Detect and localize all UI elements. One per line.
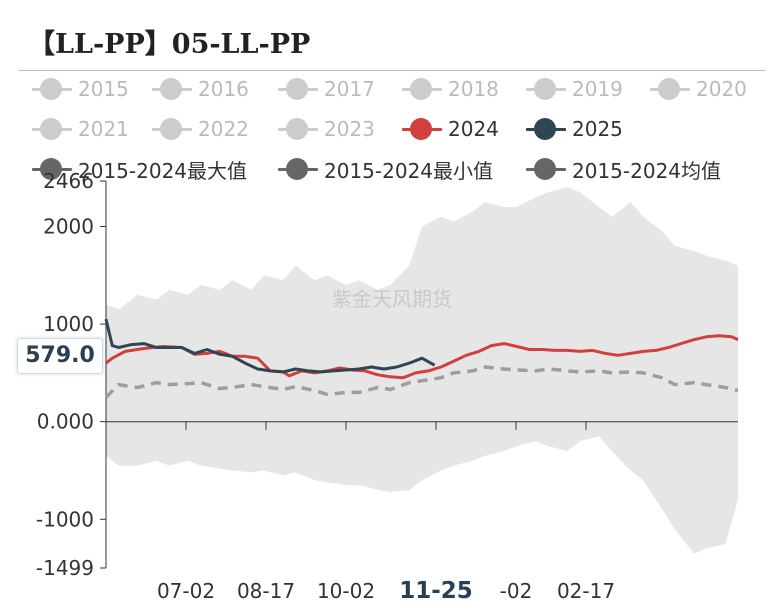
legend-label: 2018 — [448, 77, 499, 101]
x-tick-label: 08-17 — [237, 579, 295, 603]
legend-label: 2015-2024最大值 — [78, 158, 248, 183]
legend-symbol-icon — [30, 157, 74, 181]
legend-symbol-icon — [648, 77, 692, 101]
legend-label: 2017 — [324, 77, 375, 101]
legend-item-2015-2024均值[interactable]: 2015-2024均值 — [524, 156, 722, 183]
legend-symbol-icon — [524, 77, 568, 101]
x-tick-label: 07-02 — [157, 579, 215, 603]
legend-symbol-icon — [30, 77, 74, 101]
x-tick-label: -02 — [500, 579, 533, 603]
legend-item-2015-2024最大值[interactable]: 2015-2024最大值 — [30, 156, 248, 183]
y-axis-pointer-label: 579.0 — [17, 338, 103, 374]
legend-label: 2019 — [572, 77, 623, 101]
legend-symbol-icon — [276, 157, 320, 181]
legend-symbol-icon — [400, 117, 444, 141]
legend-label: 2015-2024均值 — [572, 158, 722, 183]
legend-symbol-icon — [276, 77, 320, 101]
legend-label: 2020 — [696, 77, 747, 101]
y-tick-label: -1000 — [36, 507, 94, 531]
legend-label: 2015 — [78, 77, 129, 101]
chart-title: 【LL-PP】05-LL-PP — [28, 29, 311, 60]
legend-label: 2015-2024最小值 — [324, 158, 494, 183]
legend-item-2017[interactable]: 2017 — [276, 76, 375, 102]
legend-symbol-icon — [30, 117, 74, 141]
series-line-2025 — [104, 318, 436, 374]
legend-label: 2023 — [324, 117, 375, 141]
legend-item-2020[interactable]: 2020 — [648, 76, 747, 102]
legend-label: 2022 — [198, 117, 249, 141]
legend-symbol-icon — [400, 77, 444, 101]
legend-symbol-icon — [150, 77, 194, 101]
legend-item-2015[interactable]: 2015 — [30, 76, 129, 102]
y-tick-label: 0.000 — [37, 410, 94, 434]
legend-item-2019[interactable]: 2019 — [524, 76, 623, 102]
watermark: 紫金天风期货 — [332, 287, 452, 311]
x-tick-label: 10-02 — [317, 579, 375, 603]
legend-item-2016[interactable]: 2016 — [150, 76, 249, 102]
legend-label: 2025 — [572, 117, 623, 141]
y-tick-label: 1000 — [43, 312, 94, 336]
legend-symbol-icon — [524, 157, 568, 181]
y-tick-label: 2466 — [43, 169, 94, 193]
legend-item-2021[interactable]: 2021 — [30, 116, 129, 142]
legend-item-2022[interactable]: 2022 — [150, 116, 249, 142]
legend-item-2015-2024最小值[interactable]: 2015-2024最小值 — [276, 156, 494, 183]
legend-label: 2024 — [448, 117, 499, 141]
x-axis-pointer-label: 11-25 — [399, 578, 473, 604]
legend-item-2024[interactable]: 2024 — [400, 116, 499, 142]
legend-item-2018[interactable]: 2018 — [400, 76, 499, 102]
legend-label: 2021 — [78, 117, 129, 141]
y-tick-label: 2000 — [43, 214, 94, 238]
x-tick-label: 02-17 — [557, 579, 615, 603]
y-tick-label: -1499 — [36, 556, 94, 580]
title-divider — [18, 70, 766, 71]
legend-item-2023[interactable]: 2023 — [276, 116, 375, 142]
legend-symbol-icon — [150, 117, 194, 141]
legend-item-2025[interactable]: 2025 — [524, 116, 623, 142]
series-line-2024 — [105, 334, 739, 380]
legend-symbol-icon — [524, 117, 568, 141]
legend-label: 2016 — [198, 77, 249, 101]
legend-symbol-icon — [276, 117, 320, 141]
series-line-2015-2024均值 — [104, 365, 739, 399]
